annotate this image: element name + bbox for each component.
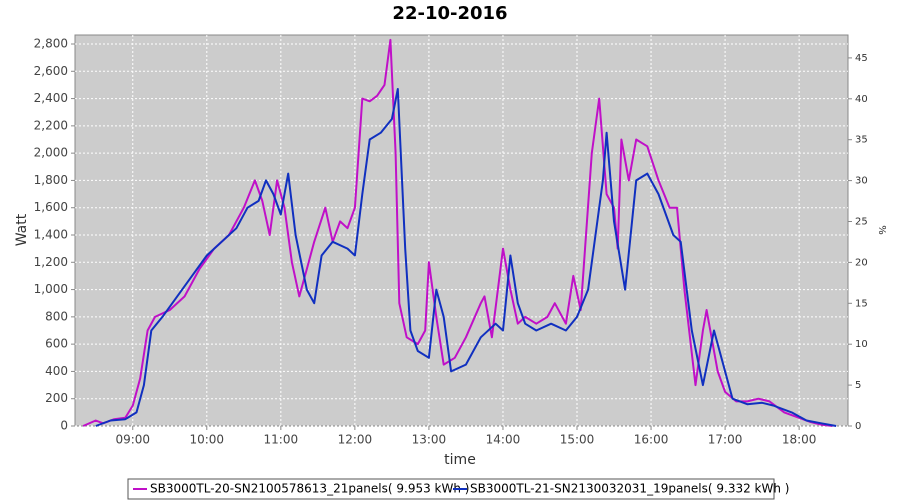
x-tick-label: 17:00 <box>708 433 743 447</box>
y-tick-label: 1,800 <box>34 173 68 187</box>
y2-tick-label: 10 <box>855 339 868 350</box>
y-axis-label: Watt <box>14 213 30 246</box>
y-tick-label: 600 <box>45 337 68 351</box>
y2-tick-label: 0 <box>855 421 861 432</box>
x-tick-label: 09:00 <box>115 433 150 447</box>
series-line <box>95 88 837 427</box>
legend-label: SB3000TL-20-SN2100578613_21panels( 9.953… <box>150 482 469 496</box>
x-tick-label: 16:00 <box>634 433 669 447</box>
y-tick-label: 200 <box>45 391 68 405</box>
x-tick-label: 13:00 <box>412 433 447 447</box>
y2-tick-label: 20 <box>855 257 868 268</box>
x-axis-label: time <box>444 452 476 468</box>
y-tick-label: 400 <box>45 364 68 378</box>
chart-title: 22-10-2016 <box>392 3 507 24</box>
x-tick-label: 18:00 <box>782 433 817 447</box>
y-tick-label: 2,600 <box>34 64 68 78</box>
y2-tick-label: 5 <box>855 380 861 391</box>
y-tick-label: 2,200 <box>34 118 68 132</box>
y-tick-label: 2,800 <box>34 37 68 51</box>
y2-tick-label: 45 <box>855 53 868 64</box>
y-tick-label: 0 <box>60 419 68 433</box>
y-tick-label: 2,000 <box>34 146 68 160</box>
plot-area <box>74 34 849 427</box>
legend-label: SB3000TL-21-SN2130032031_19panels( 9.332… <box>470 482 789 496</box>
y2-tick-label: 25 <box>855 217 868 228</box>
y-tick-label: 800 <box>45 309 68 323</box>
legend <box>127 478 775 500</box>
x-tick-label: 12:00 <box>338 433 373 447</box>
y2-tick-label: 35 <box>855 135 868 146</box>
y-tick-label: 1,000 <box>34 282 68 296</box>
y2-tick-label: 40 <box>855 94 868 105</box>
y-tick-label: 1,200 <box>34 255 68 269</box>
y-tick-label: 1,400 <box>34 228 68 242</box>
x-tick-label: 11:00 <box>264 433 299 447</box>
y2-axis-label: % <box>876 225 887 235</box>
y-tick-label: 2,400 <box>34 91 68 105</box>
x-tick-label: 15:00 <box>560 433 595 447</box>
y2-tick-label: 15 <box>855 298 868 309</box>
x-tick-label: 14:00 <box>486 433 521 447</box>
y-tick-label: 1,600 <box>34 200 68 214</box>
y2-tick-label: 30 <box>855 176 868 187</box>
x-tick-label: 10:00 <box>189 433 224 447</box>
series-line <box>82 38 833 427</box>
